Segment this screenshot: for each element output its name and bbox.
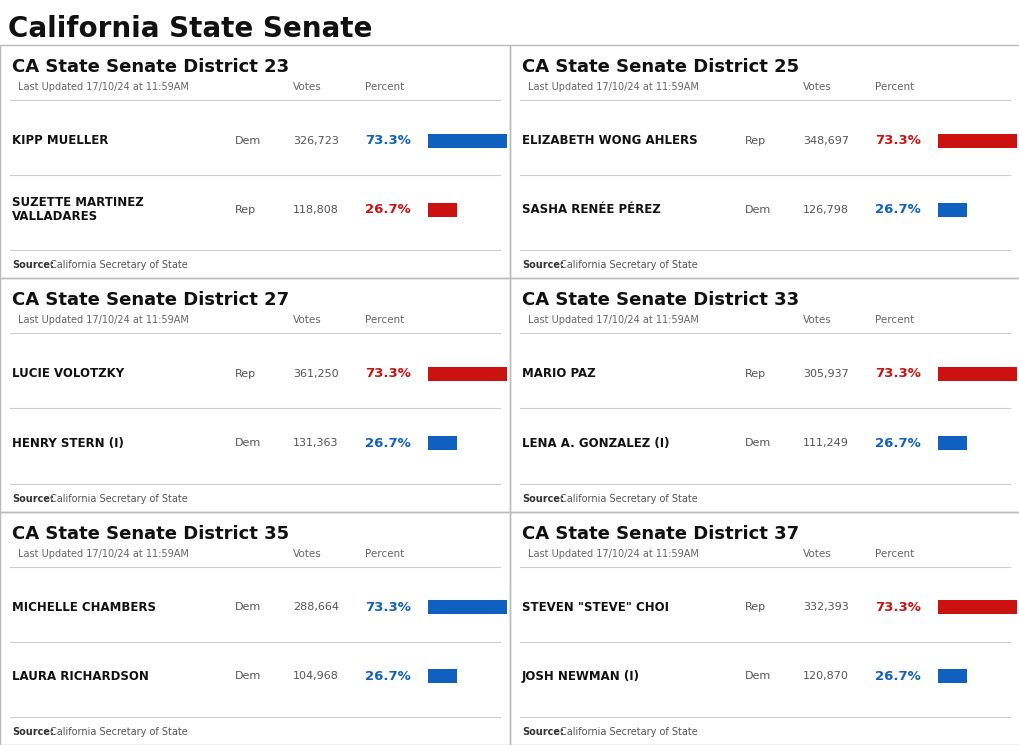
Text: 118,808: 118,808 bbox=[293, 205, 338, 215]
Text: Dem: Dem bbox=[234, 602, 261, 612]
Text: CA State Senate District 35: CA State Senate District 35 bbox=[12, 524, 288, 542]
Text: 305,937: 305,937 bbox=[803, 369, 848, 379]
Text: Last Updated 17/10/24 at 11:59AM: Last Updated 17/10/24 at 11:59AM bbox=[528, 315, 698, 326]
FancyBboxPatch shape bbox=[428, 600, 507, 615]
Text: ELIZABETH WONG AHLERS: ELIZABETH WONG AHLERS bbox=[522, 134, 697, 147]
Text: MICHELLE CHAMBERS: MICHELLE CHAMBERS bbox=[12, 600, 156, 614]
FancyBboxPatch shape bbox=[937, 203, 966, 217]
Text: 73.3%: 73.3% bbox=[874, 134, 919, 147]
Text: Votes: Votes bbox=[293, 315, 322, 326]
Text: Source:: Source: bbox=[12, 494, 54, 504]
FancyBboxPatch shape bbox=[937, 367, 1017, 381]
Text: JOSH NEWMAN (I): JOSH NEWMAN (I) bbox=[522, 670, 639, 683]
Text: California Secretary of State: California Secretary of State bbox=[50, 494, 187, 504]
Text: Rep: Rep bbox=[744, 369, 765, 379]
Text: California Secretary of State: California Secretary of State bbox=[50, 260, 187, 270]
FancyBboxPatch shape bbox=[428, 436, 457, 450]
Text: CA State Senate District 33: CA State Senate District 33 bbox=[522, 291, 798, 309]
Text: 73.3%: 73.3% bbox=[365, 134, 410, 147]
Text: 120,870: 120,870 bbox=[803, 671, 848, 682]
FancyBboxPatch shape bbox=[937, 133, 1017, 148]
Text: 288,664: 288,664 bbox=[293, 602, 339, 612]
Text: CA State Senate District 23: CA State Senate District 23 bbox=[12, 58, 288, 76]
Text: MARIO PAZ: MARIO PAZ bbox=[522, 367, 595, 381]
Text: Dem: Dem bbox=[234, 136, 261, 145]
Text: LUCIE VOLOTZKY: LUCIE VOLOTZKY bbox=[12, 367, 124, 381]
Text: Last Updated 17/10/24 at 11:59AM: Last Updated 17/10/24 at 11:59AM bbox=[528, 82, 698, 92]
Text: HENRY STERN (I): HENRY STERN (I) bbox=[12, 437, 123, 449]
Text: Rep: Rep bbox=[744, 136, 765, 145]
Text: Source:: Source: bbox=[12, 727, 54, 737]
Text: 326,723: 326,723 bbox=[293, 136, 338, 145]
Text: Percent: Percent bbox=[365, 315, 404, 326]
FancyBboxPatch shape bbox=[937, 670, 966, 683]
Text: 131,363: 131,363 bbox=[293, 438, 338, 448]
FancyBboxPatch shape bbox=[428, 670, 457, 683]
Text: Percent: Percent bbox=[365, 82, 404, 92]
Text: Source:: Source: bbox=[522, 494, 564, 504]
Text: Percent: Percent bbox=[874, 82, 913, 92]
Text: California State Senate: California State Senate bbox=[8, 15, 372, 43]
Text: Last Updated 17/10/24 at 11:59AM: Last Updated 17/10/24 at 11:59AM bbox=[18, 82, 189, 92]
Text: Dem: Dem bbox=[744, 438, 770, 448]
Text: 26.7%: 26.7% bbox=[874, 670, 919, 683]
Text: Dem: Dem bbox=[234, 438, 261, 448]
Text: Rep: Rep bbox=[234, 205, 256, 215]
Text: 73.3%: 73.3% bbox=[874, 600, 919, 614]
Text: KIPP MUELLER: KIPP MUELLER bbox=[12, 134, 108, 147]
FancyBboxPatch shape bbox=[428, 367, 507, 381]
Text: SASHA RENÉE PÉREZ: SASHA RENÉE PÉREZ bbox=[522, 203, 660, 216]
FancyBboxPatch shape bbox=[428, 133, 507, 148]
Text: California Secretary of State: California Secretary of State bbox=[50, 727, 187, 737]
Text: Percent: Percent bbox=[874, 548, 913, 559]
Text: Votes: Votes bbox=[803, 315, 832, 326]
Text: Percent: Percent bbox=[365, 548, 404, 559]
FancyBboxPatch shape bbox=[428, 203, 457, 217]
Text: Votes: Votes bbox=[293, 548, 322, 559]
Text: 26.7%: 26.7% bbox=[365, 203, 410, 216]
FancyBboxPatch shape bbox=[937, 436, 966, 450]
Text: STEVEN "STEVE" CHOI: STEVEN "STEVE" CHOI bbox=[522, 600, 668, 614]
Text: VALLADARES: VALLADARES bbox=[12, 210, 98, 224]
Text: 73.3%: 73.3% bbox=[874, 367, 919, 381]
Text: 126,798: 126,798 bbox=[803, 205, 849, 215]
Text: 73.3%: 73.3% bbox=[365, 600, 410, 614]
Text: Dem: Dem bbox=[744, 671, 770, 682]
Text: Source:: Source: bbox=[12, 260, 54, 270]
Text: Rep: Rep bbox=[234, 369, 256, 379]
Text: 332,393: 332,393 bbox=[803, 602, 848, 612]
Text: SUZETTE MARTINEZ: SUZETTE MARTINEZ bbox=[12, 196, 144, 209]
Text: CA State Senate District 37: CA State Senate District 37 bbox=[522, 524, 798, 542]
Text: Source:: Source: bbox=[522, 260, 564, 270]
Text: CA State Senate District 25: CA State Senate District 25 bbox=[522, 58, 798, 76]
Text: LAURA RICHARDSON: LAURA RICHARDSON bbox=[12, 670, 149, 683]
Text: Votes: Votes bbox=[293, 82, 322, 92]
Text: 361,250: 361,250 bbox=[293, 369, 338, 379]
Text: LENA A. GONZALEZ (I): LENA A. GONZALEZ (I) bbox=[522, 437, 668, 449]
Text: Percent: Percent bbox=[874, 315, 913, 326]
Text: 26.7%: 26.7% bbox=[874, 437, 919, 449]
Text: Last Updated 17/10/24 at 11:59AM: Last Updated 17/10/24 at 11:59AM bbox=[18, 315, 189, 326]
Text: California Secretary of State: California Secretary of State bbox=[559, 494, 697, 504]
Text: 73.3%: 73.3% bbox=[365, 367, 410, 381]
Text: California Secretary of State: California Secretary of State bbox=[559, 260, 697, 270]
Text: 26.7%: 26.7% bbox=[365, 437, 410, 449]
Text: Dem: Dem bbox=[744, 205, 770, 215]
Text: Last Updated 17/10/24 at 11:59AM: Last Updated 17/10/24 at 11:59AM bbox=[18, 548, 189, 559]
FancyBboxPatch shape bbox=[937, 600, 1017, 615]
Text: 348,697: 348,697 bbox=[803, 136, 849, 145]
Text: 111,249: 111,249 bbox=[803, 438, 848, 448]
Text: Rep: Rep bbox=[744, 602, 765, 612]
Text: 104,968: 104,968 bbox=[293, 671, 338, 682]
Text: Last Updated 17/10/24 at 11:59AM: Last Updated 17/10/24 at 11:59AM bbox=[528, 548, 698, 559]
Text: Votes: Votes bbox=[803, 82, 832, 92]
Text: Votes: Votes bbox=[803, 548, 832, 559]
Text: Dem: Dem bbox=[234, 671, 261, 682]
Text: CA State Senate District 27: CA State Senate District 27 bbox=[12, 291, 288, 309]
Text: 26.7%: 26.7% bbox=[874, 203, 919, 216]
Text: California Secretary of State: California Secretary of State bbox=[559, 727, 697, 737]
Text: 26.7%: 26.7% bbox=[365, 670, 410, 683]
Text: Source:: Source: bbox=[522, 727, 564, 737]
